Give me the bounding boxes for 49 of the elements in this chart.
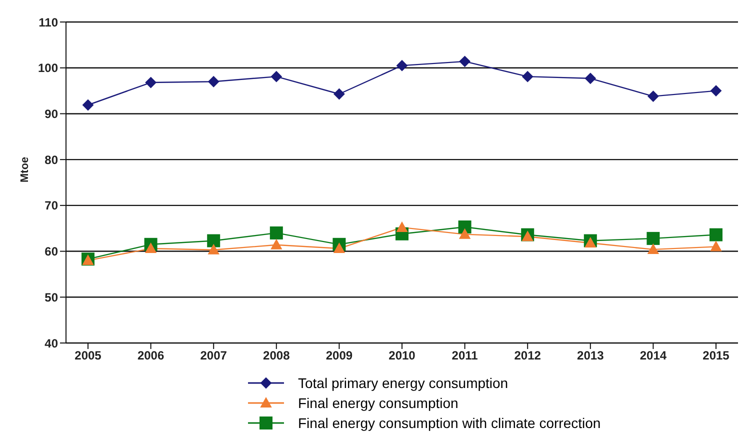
x-tick-label: 2012 xyxy=(514,348,542,363)
point xyxy=(522,231,534,242)
x-tick-label: 2006 xyxy=(137,348,164,363)
point xyxy=(82,100,94,110)
point xyxy=(145,243,156,254)
x-tick-label: 2013 xyxy=(577,348,604,363)
point xyxy=(710,228,722,242)
x-tick-label: 2007 xyxy=(200,348,228,363)
point xyxy=(458,220,472,234)
point xyxy=(710,85,722,96)
x-tick-label: 2008 xyxy=(263,348,290,363)
point xyxy=(208,244,220,254)
x-tick-label: 2015 xyxy=(702,348,730,363)
point xyxy=(334,88,345,100)
point xyxy=(270,226,283,240)
y-tick-label: 90 xyxy=(44,106,58,121)
point xyxy=(459,228,470,239)
y-tick-label: 100 xyxy=(38,61,58,76)
legend-label: Final energy consumption with climate correction xyxy=(298,415,601,431)
y-tick-label: 50 xyxy=(44,290,58,304)
y-tick-label: 70 xyxy=(44,198,58,213)
point xyxy=(208,76,220,88)
point xyxy=(396,222,408,232)
y-tick-label: 80 xyxy=(44,152,58,167)
point xyxy=(396,60,408,72)
y-tick-label: 60 xyxy=(44,244,58,259)
x-tick-label: 2005 xyxy=(74,348,102,363)
legend-label: Final energy consumption xyxy=(298,395,458,411)
point xyxy=(270,239,282,250)
point xyxy=(207,234,220,248)
point xyxy=(145,77,156,88)
point xyxy=(270,71,282,82)
point xyxy=(334,243,345,254)
point xyxy=(522,71,534,82)
x-tick-label: 2011 xyxy=(452,348,478,363)
x-tick-label: 2010 xyxy=(388,348,416,363)
point xyxy=(584,238,596,248)
point xyxy=(646,232,660,245)
y-tick-label: 40 xyxy=(44,336,58,350)
point xyxy=(648,244,659,254)
x-tick-label: 2014 xyxy=(640,348,667,363)
point xyxy=(584,72,596,84)
x-tick-label: 2009 xyxy=(326,348,353,363)
point xyxy=(710,241,722,252)
point xyxy=(648,90,659,102)
y-tick-label: 110 xyxy=(38,15,58,30)
legend-label: Total primary energy consumption xyxy=(298,375,508,391)
point xyxy=(459,56,470,67)
y-axis-title: Mtoe xyxy=(18,156,31,182)
